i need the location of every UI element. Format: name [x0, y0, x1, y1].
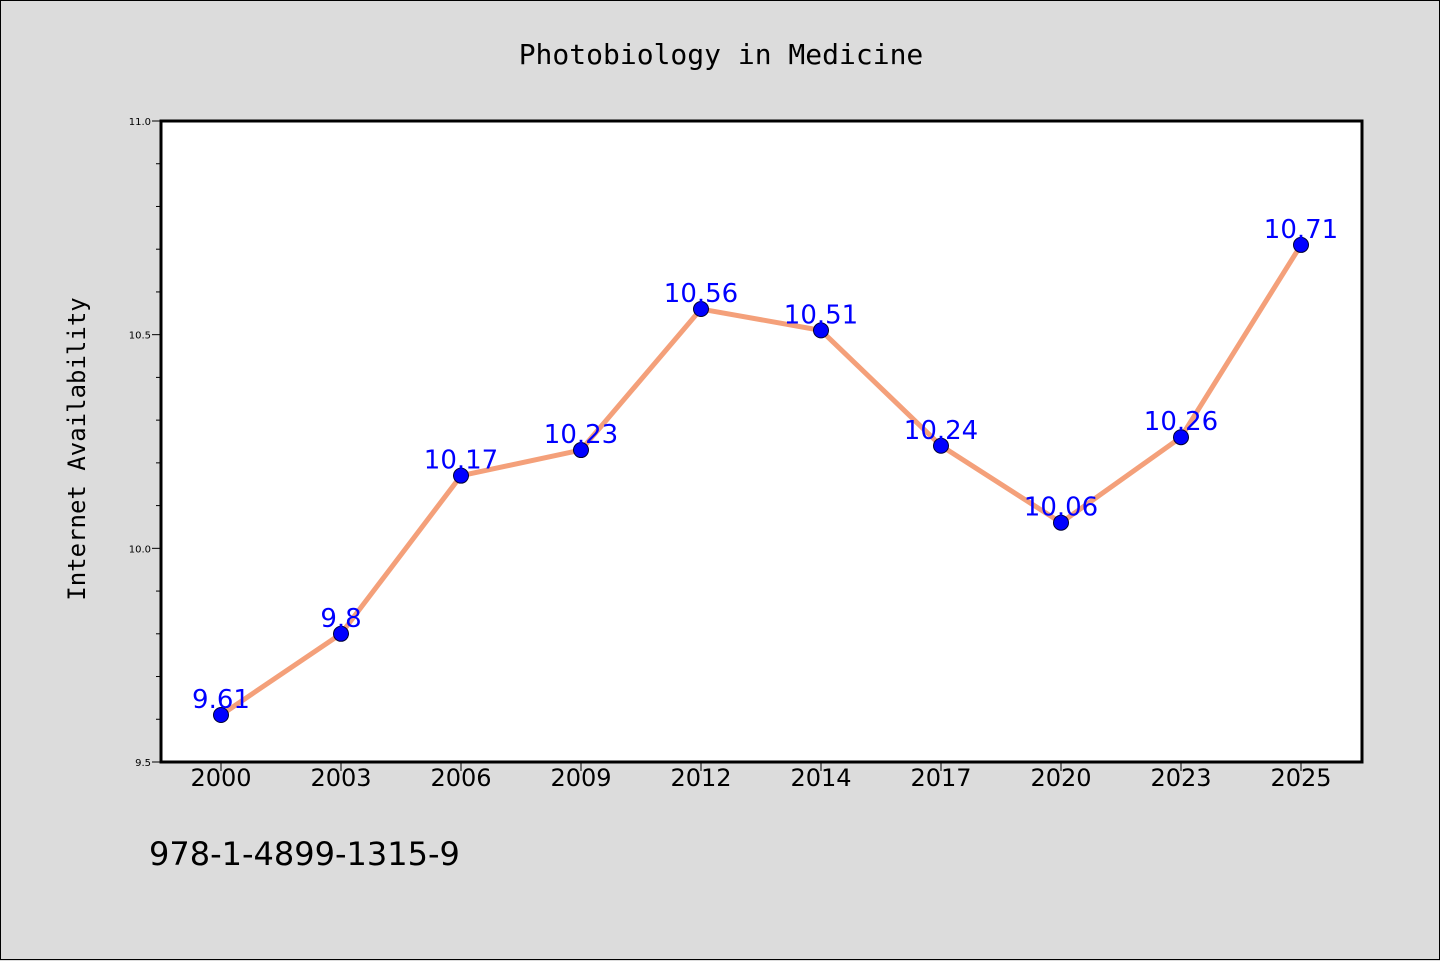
x-axis: 2000 2003 2006 2009 2012 2014 2017 2020 2023 2025 [190, 762, 1332, 792]
data-point [813, 322, 829, 339]
x-tick-label: 2000 [190, 764, 251, 792]
data-point [573, 442, 589, 459]
data-label: 10.06 [1024, 493, 1098, 523]
data-label: 10.71 [1264, 215, 1338, 245]
x-tick-label: 2006 [430, 764, 491, 792]
x-tick-label: 2003 [310, 764, 371, 792]
data-label: 10.24 [904, 416, 978, 446]
data-label: 9.8 [320, 604, 361, 634]
data-label: 10.51 [784, 300, 858, 330]
x-tick-label: 2012 [670, 764, 731, 792]
data-point [213, 706, 229, 723]
data-point [333, 625, 349, 642]
x-tick-label: 2025 [1270, 764, 1331, 792]
plot-area [161, 121, 1362, 762]
data-point [933, 437, 949, 454]
chart-title: Photobiology in Medicine [519, 38, 924, 71]
data-point [453, 467, 469, 484]
series-polyline [218, 242, 1304, 718]
x-tick-label: 2009 [550, 764, 611, 792]
plot-border [159, 119, 1364, 764]
data-point [693, 301, 709, 318]
y-tick-label: 11.0 [129, 117, 151, 128]
data-label: 10.17 [424, 446, 498, 476]
series-line [218, 242, 1304, 718]
data-point [1173, 429, 1189, 446]
x-tick-label: 2023 [1150, 764, 1211, 792]
data-label: 9.61 [192, 685, 250, 715]
x-tick-label: 2017 [910, 764, 971, 792]
data-label: 10.56 [664, 279, 738, 309]
x-tick-label: 2020 [1030, 764, 1091, 792]
data-label: 10.26 [1144, 407, 1218, 437]
series-markers [213, 236, 1309, 723]
y-tick-label: 9.5 [135, 758, 151, 769]
data-point [1293, 236, 1309, 253]
data-labels: 9.61 9.8 10.17 10.23 10.56 10.51 10.24 10.06 10.… [192, 215, 1338, 715]
isbn-text: 978-1-4899-1315-9 [149, 835, 460, 873]
y-tick-label: 10.5 [129, 331, 151, 342]
data-label: 10.23 [544, 420, 618, 450]
x-tick-label: 2014 [790, 764, 851, 792]
data-point [1053, 514, 1069, 531]
y-axis: 9.5 10.0 10.5 11.0 [129, 117, 161, 769]
y-tick-label: 10.0 [129, 544, 151, 555]
y-axis-label: Internet Availability [63, 297, 91, 600]
